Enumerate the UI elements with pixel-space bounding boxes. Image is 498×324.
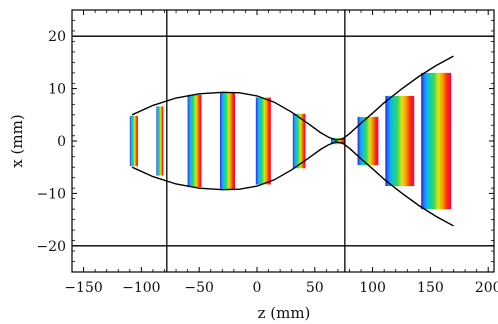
color-band-9 — [385, 95, 415, 187]
x-axis-label: z (mm) — [258, 304, 311, 322]
upper-envelope-line — [131, 55, 454, 141]
envelope-lines — [131, 55, 454, 227]
x-tick-label: 100 — [359, 280, 386, 296]
color-band-10 — [421, 72, 452, 210]
y-tick-label: 10 — [48, 82, 66, 98]
y-tick-label: 20 — [48, 29, 66, 45]
x-tick-label: 0 — [253, 280, 262, 296]
lower-envelope-line — [131, 141, 454, 227]
y-tick-label: −10 — [36, 186, 66, 202]
color-band-7 — [330, 137, 345, 145]
x-tick-label: −100 — [122, 280, 160, 296]
x-tick-label: 50 — [306, 280, 324, 296]
color-band-3 — [187, 94, 202, 188]
color-bands — [129, 72, 452, 210]
reference-lines — [72, 10, 494, 272]
color-band-8 — [357, 116, 379, 166]
x-tick-label: −50 — [184, 280, 214, 296]
color-band-5 — [255, 97, 271, 185]
color-band-4 — [219, 92, 236, 190]
color-band-6 — [292, 113, 306, 169]
y-axis-label: x (mm) — [8, 114, 26, 167]
color-band-1 — [129, 115, 138, 167]
x-tick-label: 150 — [417, 280, 444, 296]
x-tick-label: −150 — [64, 280, 102, 296]
color-band-2 — [156, 106, 164, 176]
y-tick-label: 0 — [57, 134, 66, 150]
x-tick-label: 200 — [475, 280, 498, 296]
y-tick-label: −20 — [36, 239, 66, 255]
